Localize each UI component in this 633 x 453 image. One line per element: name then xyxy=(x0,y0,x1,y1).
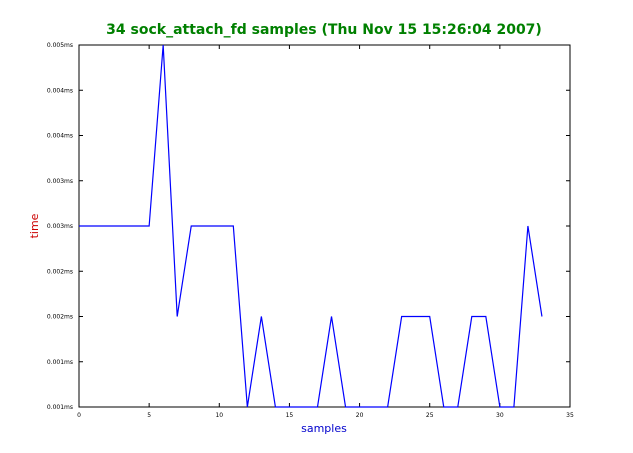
x-tick-label: 15 xyxy=(286,412,294,419)
y-tick-label: 0.003ms xyxy=(47,223,73,230)
data-point xyxy=(135,225,136,226)
y-tick-label: 0.003ms xyxy=(47,178,73,185)
data-point xyxy=(219,225,220,226)
x-tick-label: 20 xyxy=(356,412,364,419)
data-point xyxy=(317,406,318,407)
data-point xyxy=(359,406,360,407)
data-point xyxy=(471,316,472,317)
data-point xyxy=(303,406,304,407)
series-line xyxy=(79,44,543,408)
data-point xyxy=(78,225,79,226)
x-tick-label: 25 xyxy=(426,412,434,419)
y-tick-label: 0.002ms xyxy=(47,268,73,275)
data-point xyxy=(191,225,192,226)
data-point xyxy=(415,316,416,317)
y-tick-label: 0.001ms xyxy=(47,359,73,366)
y-tick-label: 0.005ms xyxy=(47,42,73,49)
plot-frame xyxy=(78,44,571,408)
data-point xyxy=(485,316,486,317)
y-tick-label: 0.001ms xyxy=(47,404,73,411)
data-point xyxy=(331,316,332,317)
data-point xyxy=(513,406,514,407)
data-point xyxy=(261,316,262,317)
x-tick-label: 10 xyxy=(215,412,223,419)
data-point xyxy=(345,406,346,407)
x-tick-label: 30 xyxy=(496,412,504,419)
data-point xyxy=(149,225,150,226)
data-point xyxy=(429,316,430,317)
x-tick-label: 35 xyxy=(566,412,574,419)
data-point xyxy=(457,406,458,407)
chart-title: 34 sock_attach_fd samples (Thu Nov 15 15… xyxy=(106,22,542,38)
data-point xyxy=(499,406,500,407)
data-point xyxy=(120,225,121,226)
data-point xyxy=(401,316,402,317)
data-point xyxy=(177,316,178,317)
data-point xyxy=(106,225,107,226)
ticks-layer: 0 5 10 15 20 25 30 35 0.001ms 0.001ms 0.002ms 0.002… xyxy=(47,42,574,419)
y-tick-label: 0.004ms xyxy=(47,87,73,94)
data-point xyxy=(387,406,388,407)
x-axis-label: samples xyxy=(301,422,347,435)
x-tick-label: 5 xyxy=(147,412,151,419)
data-point xyxy=(275,406,276,407)
y-tick-label: 0.002ms xyxy=(47,314,73,321)
data-point xyxy=(205,225,206,226)
data-point xyxy=(92,225,93,226)
data-point xyxy=(163,44,164,45)
data-point xyxy=(541,316,542,317)
y-tick-label: 0.004ms xyxy=(47,133,73,140)
y-axis-label: time xyxy=(28,213,41,238)
data-point xyxy=(527,225,528,226)
series-layer xyxy=(78,44,543,408)
data-point xyxy=(373,406,374,407)
data-point xyxy=(233,225,234,226)
x-tick-label: 0 xyxy=(77,412,81,419)
data-point xyxy=(289,406,290,407)
data-point xyxy=(443,406,444,407)
data-point xyxy=(247,406,248,407)
